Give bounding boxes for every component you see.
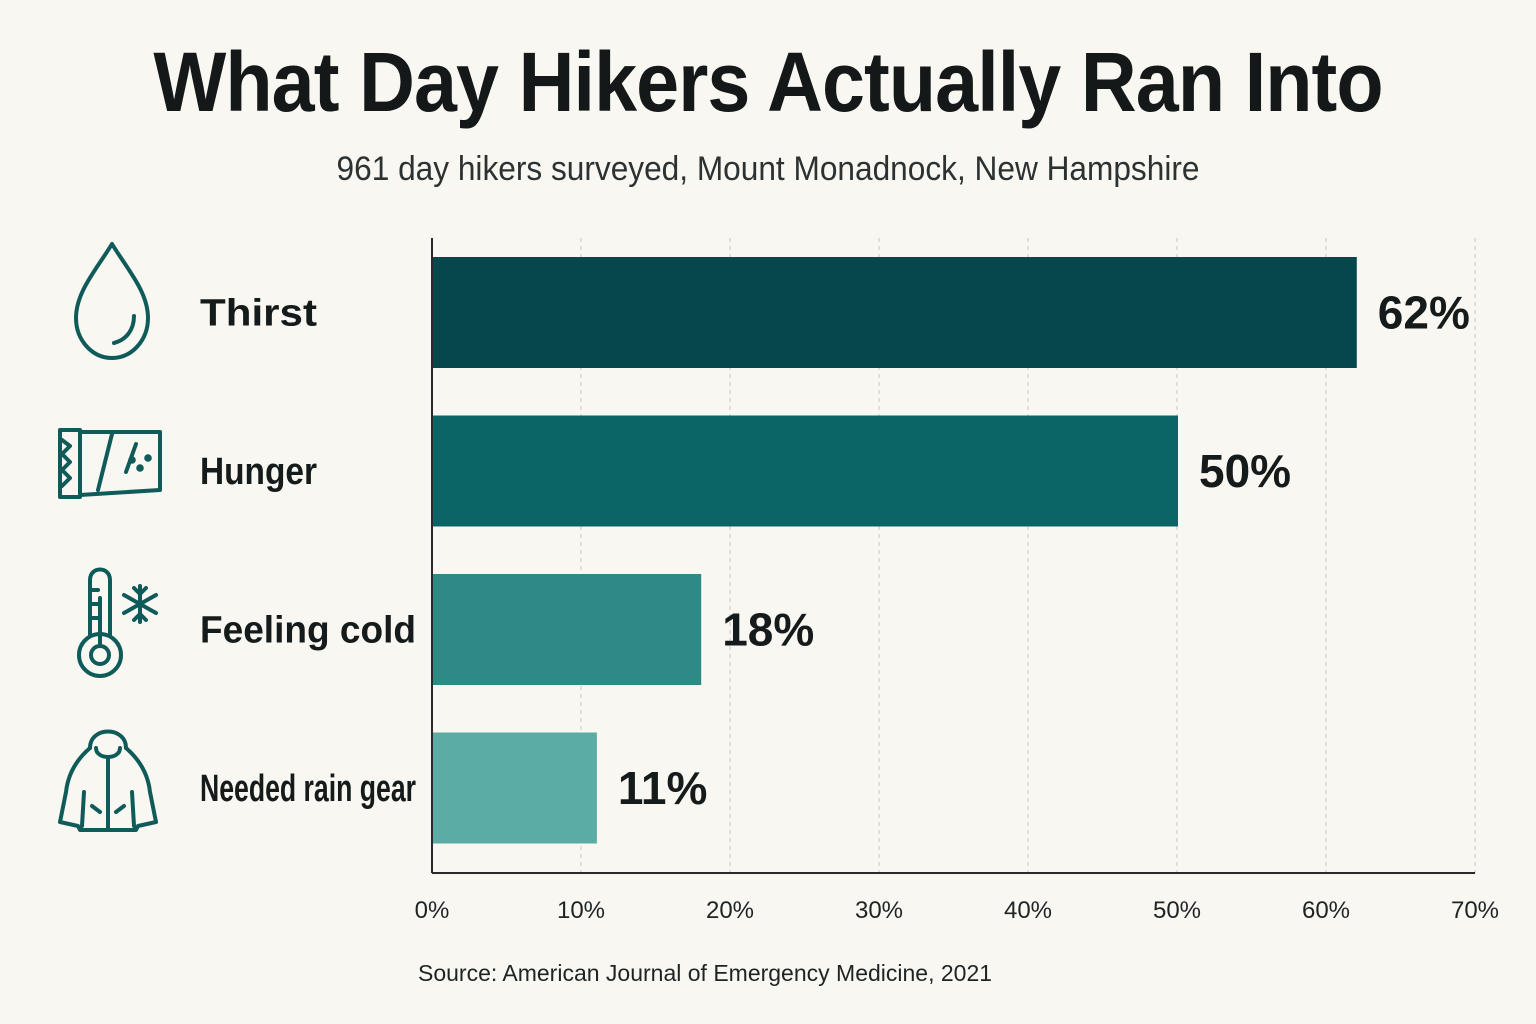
- x-tick-label: 40%: [1004, 897, 1052, 924]
- category-labels: Thirst Hunger Feeling cold Needed rain gear: [200, 293, 416, 811]
- bar-feeling-cold: [433, 574, 702, 685]
- thermometer-snowflake-icon: [77, 567, 158, 678]
- category-label: Needed rain gear: [200, 768, 416, 810]
- value-label: 50%: [1199, 445, 1291, 497]
- x-tick-label: 10%: [557, 897, 605, 924]
- bar-thirst: [433, 257, 1357, 368]
- x-tick-label: 70%: [1451, 897, 1499, 924]
- x-tick-label: 30%: [855, 897, 903, 924]
- chart-title: What Day Hikers Actually Ran Into: [153, 35, 1383, 129]
- category-label: Thirst: [200, 293, 317, 335]
- x-tick-label: 0%: [415, 897, 450, 924]
- value-label: 62%: [1378, 287, 1470, 339]
- category-label: Hunger: [200, 451, 317, 493]
- x-tick-label: 50%: [1153, 897, 1201, 924]
- value-label: 11%: [618, 762, 708, 814]
- rain-jacket-icon: [58, 729, 158, 832]
- value-labels: 62% 50% 18% 11%: [618, 287, 1470, 815]
- value-label: 18%: [722, 604, 814, 656]
- axes: [431, 238, 1475, 874]
- chart-subtitle: 961 day hikers surveyed, Mount Monadnock…: [336, 150, 1200, 188]
- water-drop-icon: [74, 242, 150, 360]
- x-tick-labels: 0% 10% 20% 30% 40% 50% 60% 70%: [415, 897, 1499, 924]
- bars: [433, 257, 1357, 844]
- x-tick-label: 20%: [706, 897, 754, 924]
- bar-hunger: [433, 415, 1178, 527]
- bar-needed-rain-gear: [433, 732, 597, 844]
- category-label: Feeling cold: [200, 610, 416, 652]
- source-note: Source: American Journal of Emergency Me…: [418, 960, 993, 986]
- x-tick-label: 60%: [1302, 897, 1350, 924]
- food-bar-icon: [58, 428, 162, 499]
